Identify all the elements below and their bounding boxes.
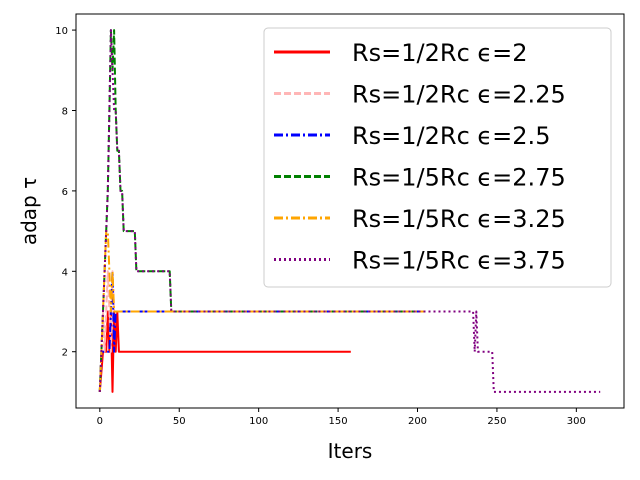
- x-tick-label: 100: [249, 416, 268, 427]
- legend-label-5: Rs=1/5Rc ϵ=3.25: [352, 205, 566, 233]
- y-tick-label: 6: [62, 187, 68, 198]
- x-axis-label: Iters: [328, 439, 373, 463]
- y-axis: 2 4 6 8 10: [55, 26, 76, 359]
- y-tick-label: 8: [62, 106, 68, 117]
- legend-label-4: Rs=1/5Rc ϵ=2.75: [352, 164, 566, 192]
- x-axis: 0 50 100 150 200 250 300: [97, 408, 586, 427]
- y-tick-label: 10: [55, 26, 68, 37]
- legend-label-2: Rs=1/2Rc ϵ=2.25: [352, 81, 566, 109]
- legend-box: [263, 27, 612, 288]
- legend-label-1: Rs=1/2Rc ϵ=2: [352, 39, 528, 67]
- x-tick-label: 200: [408, 416, 427, 427]
- series-line-6: [98, 29, 601, 393]
- x-tick-label: 250: [487, 416, 506, 427]
- x-tick-label: 50: [173, 416, 186, 427]
- plot-frame: [75, 13, 625, 409]
- x-tick-label: 150: [329, 416, 348, 427]
- x-tick-label: 0: [97, 416, 103, 427]
- legend-label-3: Rs=1/2Rc ϵ=2.5: [352, 122, 550, 150]
- plot-area: [75, 13, 625, 409]
- legend: Rs=1/2Rc ϵ=2 Rs=1/2Rc ϵ=2.25 Rs=1/2Rc ϵ=2.…: [263, 27, 612, 288]
- y-axis-label: adap τ: [17, 177, 41, 245]
- y-tick-label: 4: [62, 267, 68, 278]
- legend-label-6: Rs=1/5Rc ϵ=3.75: [352, 247, 566, 275]
- y-tick-label: 2: [62, 348, 68, 359]
- x-tick-label: 300: [567, 416, 586, 427]
- series-line-5: [98, 230, 426, 392]
